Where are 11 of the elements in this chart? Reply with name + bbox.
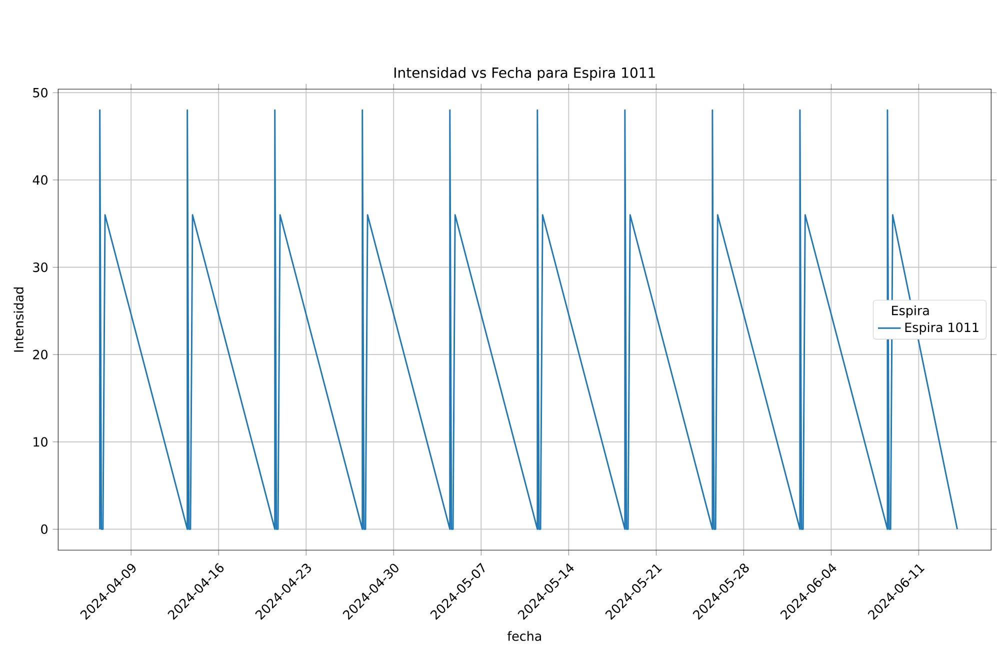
y-axis-title: Intensidad [14,287,24,352]
y-tick-label: 0 [41,524,48,534]
x-axis-title: fecha [507,631,541,641]
legend-title: Espira [892,305,929,318]
y-tick-label: 30 [33,262,48,272]
chart-title: Intensidad vs Fecha para Espira 1011 [394,67,655,81]
legend-label: Espira 1011 [905,322,978,335]
y-tick-label: 10 [34,437,48,447]
y-tick-label: 40 [32,175,48,185]
y-tick-label: 20 [33,350,48,360]
y-tick-label: 50 [33,88,48,98]
